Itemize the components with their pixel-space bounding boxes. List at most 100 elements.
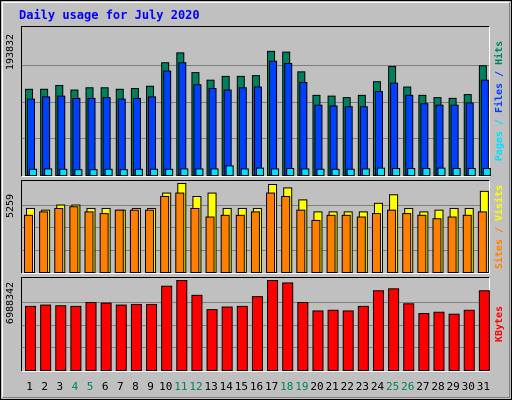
files-bar	[223, 89, 232, 176]
pages-bar	[119, 169, 128, 176]
sites-bar	[371, 213, 381, 273]
kbytes-bar	[85, 301, 97, 371]
kbytes-bar	[130, 303, 142, 372]
chart-title: Daily usage for July 2020	[19, 8, 200, 22]
pages-bar	[346, 168, 355, 176]
kbytes-bar	[40, 304, 52, 371]
files-bar	[269, 60, 278, 176]
x-tick-label: 9	[147, 380, 154, 393]
x-tick-label: 11	[174, 380, 187, 393]
pages-bar	[301, 168, 310, 176]
kbytes-panel-border-dark	[21, 277, 490, 372]
kbytes-bar	[297, 301, 309, 371]
pages-bar	[180, 168, 189, 176]
sites-bar	[266, 192, 276, 273]
files-bar	[435, 104, 444, 176]
x-tick-label: 26	[401, 380, 414, 393]
kbytes-bar	[70, 305, 82, 372]
kbytes-bar	[55, 305, 67, 371]
kbytes-bar	[176, 280, 188, 371]
pages-bar	[376, 167, 385, 177]
visits-sites-panel: 5259 Sites / Visits	[5, 180, 505, 274]
top-legend: Pages / Files / Hits	[493, 41, 505, 161]
files-bar	[163, 70, 172, 176]
x-tick-label: 30	[462, 380, 475, 393]
pages-bar	[271, 168, 280, 176]
pages-bar	[240, 168, 249, 176]
sites-bar	[356, 216, 366, 274]
files-bar	[480, 79, 489, 176]
files-bar	[359, 106, 368, 176]
kbytes-bar	[418, 313, 430, 372]
kbytes-bar	[433, 311, 445, 371]
sites-bar	[447, 216, 457, 274]
x-tick-label: 2	[41, 380, 48, 393]
x-tick-label: 23	[356, 380, 369, 393]
middle-axis-max-label: 5259	[5, 194, 16, 218]
pages-bar	[225, 165, 234, 176]
pages-bar	[392, 168, 401, 176]
x-axis-labels: 1 2 3 4 5 6 7 8 9 10 11 12 13 14 15 16 17 18 19 20 21 22 23 24 2…	[26, 380, 490, 393]
visits-sites-panel-border-dark	[21, 180, 490, 274]
sites-bar	[84, 211, 94, 273]
sites-bar	[235, 214, 245, 273]
sites-bar	[220, 214, 230, 273]
pages-bar	[316, 168, 325, 176]
legend-item: Files	[493, 83, 505, 113]
sites-bar	[296, 209, 306, 273]
files-bar	[72, 97, 81, 176]
files-bar	[102, 97, 111, 176]
x-tick-label: 12	[189, 380, 202, 393]
sites-bar	[129, 209, 139, 273]
x-tick-label: 8	[132, 380, 139, 393]
files-bar	[284, 63, 293, 176]
kbytes-bar	[448, 313, 460, 372]
kbytes-bar	[388, 288, 400, 371]
legend-item: /	[494, 113, 505, 131]
x-tick-label: 16	[250, 380, 263, 393]
files-bar	[238, 87, 247, 176]
files-bar	[117, 98, 126, 176]
files-bar	[148, 96, 157, 176]
kbytes-bar	[463, 309, 475, 371]
legend-item: /	[494, 221, 505, 239]
chart-panels: 193832 Pages / Files / Hits 5259 Sites / Vi…	[5, 26, 505, 372]
x-tick-label: 14	[220, 380, 234, 393]
sites-bar	[281, 195, 291, 274]
files-bar	[344, 106, 353, 176]
files-bar	[253, 86, 262, 176]
kbytes-bar	[267, 280, 279, 371]
files-bar	[405, 94, 414, 176]
kbytes-bar	[206, 309, 218, 372]
kbytes-bar	[161, 285, 173, 371]
x-tick-label: 17	[265, 380, 278, 393]
kbytes-bar	[221, 306, 233, 372]
kbytes-bar	[146, 303, 158, 372]
x-tick-label: 3	[57, 380, 64, 393]
files-bar	[27, 98, 35, 176]
pages-bar	[165, 168, 174, 176]
pages-bar	[422, 168, 431, 176]
files-bar	[42, 96, 51, 176]
x-tick-label: 10	[159, 380, 172, 393]
kbytes-bar	[478, 290, 490, 371]
files-bar	[178, 62, 187, 177]
x-tick-label: 7	[117, 380, 124, 393]
x-tick-label: 1	[26, 380, 33, 393]
x-tick-label: 24	[371, 380, 385, 393]
sites-bar	[477, 211, 487, 273]
kbytes-bar	[357, 305, 369, 372]
kbytes-bar	[342, 310, 354, 371]
pages-bar	[407, 168, 416, 176]
files-bar	[374, 91, 383, 176]
pages-bar	[482, 168, 491, 176]
sites-bar	[114, 209, 124, 273]
sites-bar	[24, 214, 33, 273]
kbytes-bar	[312, 310, 324, 371]
pages-bar	[361, 168, 370, 176]
files-bar	[208, 88, 217, 176]
kbytes-bar	[282, 282, 294, 372]
